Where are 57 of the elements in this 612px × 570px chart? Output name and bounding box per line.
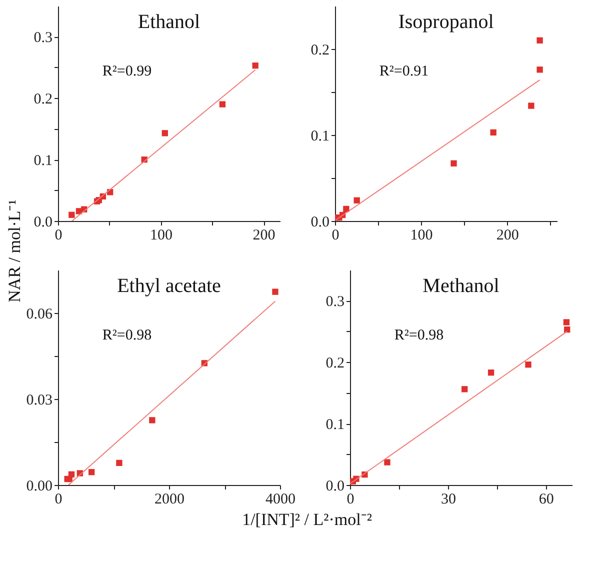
x-tick-label: 4000 <box>266 492 296 508</box>
point <box>68 471 75 478</box>
x-tick-label: 0 <box>332 228 340 244</box>
x-tick-label: 2000 <box>154 492 184 508</box>
point <box>488 370 494 376</box>
point <box>528 102 534 109</box>
point <box>343 206 350 212</box>
point <box>563 319 570 326</box>
x-tick-label: 0 <box>54 492 62 508</box>
y-tick-label: 0.1 <box>310 128 330 144</box>
y-tick-label: 0.0 <box>310 214 330 230</box>
y-tick-label: 0.2 <box>326 356 344 372</box>
y-tick-label: 0.00 <box>26 478 52 494</box>
point <box>525 362 532 368</box>
y-tick-label: 0.3 <box>326 294 344 310</box>
point <box>536 37 543 44</box>
point <box>149 417 156 424</box>
y-tick-label: 0.3 <box>34 30 52 46</box>
x-tick-label: 200 <box>252 228 276 244</box>
point <box>462 386 468 392</box>
x-tick-label: 100 <box>410 228 433 244</box>
point <box>252 62 258 69</box>
x-tick-label: 0 <box>54 228 62 244</box>
point <box>384 459 390 466</box>
annotation: R²=0.98 <box>102 328 152 344</box>
y-tick-label: 0.06 <box>26 306 53 322</box>
point <box>450 160 457 166</box>
annotation: R²=0.98 <box>394 328 444 344</box>
y-tick-label: 0.03 <box>26 392 52 408</box>
y-tick-label: 0.2 <box>310 42 330 58</box>
point <box>219 101 226 108</box>
x-axis-title: 1/[INT]² / L²·mol⁻² <box>242 510 372 529</box>
y-tick-label: 0.0 <box>326 478 344 494</box>
chart-title: Isopropanol <box>398 11 494 33</box>
point <box>490 129 496 136</box>
annotation: R²=0.91 <box>379 64 429 80</box>
x-tick-label: 30 <box>440 492 456 508</box>
point <box>162 130 168 136</box>
chart-title: Methanol <box>422 275 500 297</box>
annotation: R²=0.99 <box>102 64 152 80</box>
y-tick-label: 0.2 <box>34 92 52 108</box>
x-tick-label: 0 <box>346 492 354 508</box>
x-tick-label: 200 <box>496 228 519 244</box>
y-axis-title: NAR / mol·L⁻¹ <box>5 200 24 302</box>
x-tick-label: 100 <box>150 228 173 244</box>
point <box>536 66 543 73</box>
chart-title: Ethyl acetate <box>117 275 222 297</box>
point <box>68 212 75 218</box>
y-tick-label: 0.1 <box>34 153 52 170</box>
point <box>88 469 95 476</box>
x-tick-label: 60 <box>538 492 554 508</box>
point <box>116 460 122 466</box>
point <box>354 197 360 204</box>
point <box>272 288 278 295</box>
y-tick-label: 0.0 <box>34 214 52 230</box>
y-tick-label: 0.1 <box>326 417 344 434</box>
chart-title: Ethanol <box>138 11 201 33</box>
